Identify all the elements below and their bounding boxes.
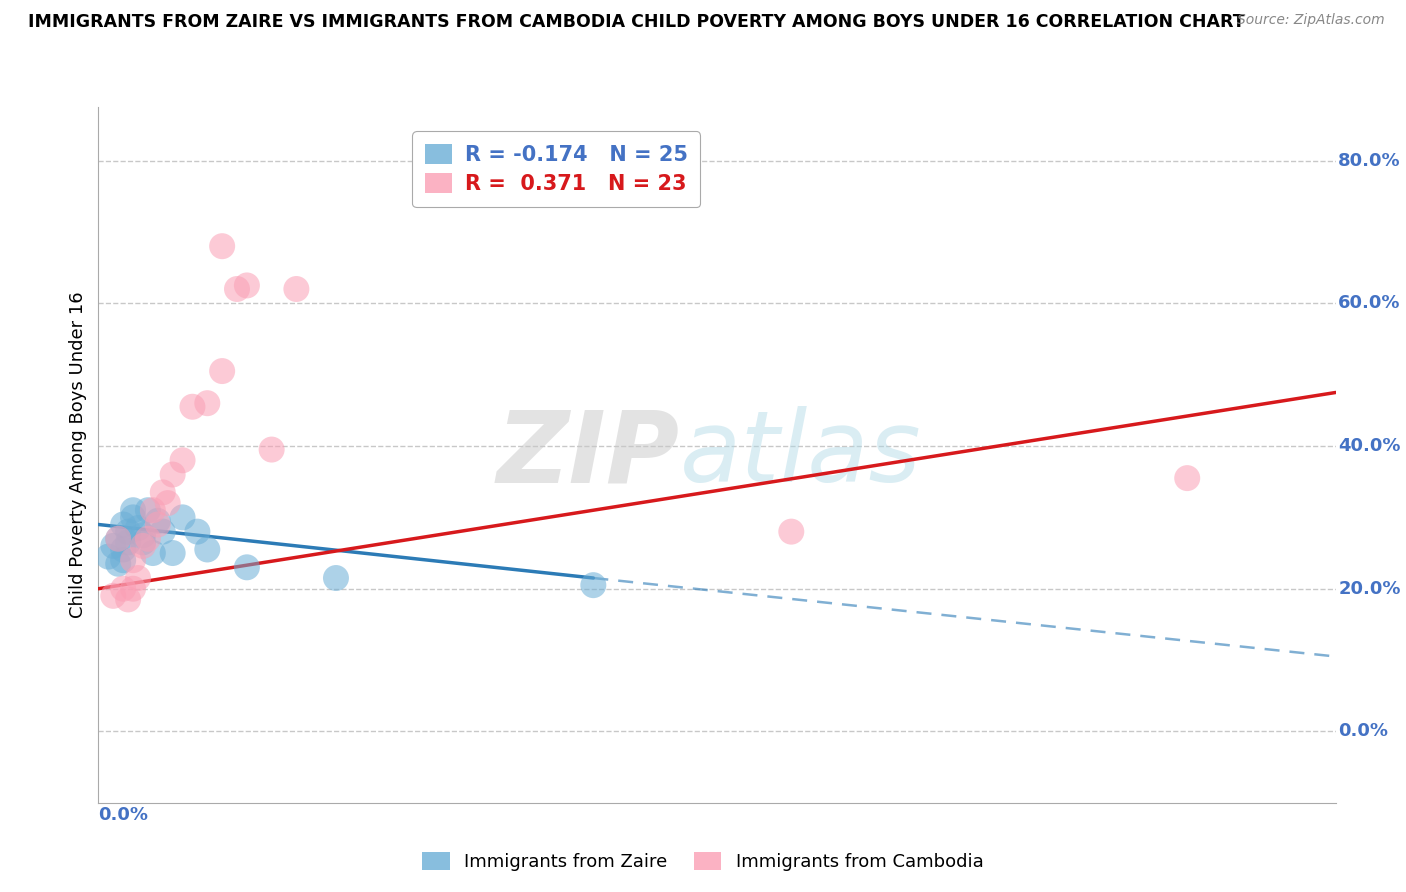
Point bbox=[112, 542, 135, 557]
Point bbox=[132, 528, 155, 542]
Point bbox=[582, 578, 605, 592]
Text: 0.0%: 0.0% bbox=[1339, 723, 1388, 740]
Text: IMMIGRANTS FROM ZAIRE VS IMMIGRANTS FROM CAMBODIA CHILD POVERTY AMONG BOYS UNDER: IMMIGRANTS FROM ZAIRE VS IMMIGRANTS FROM… bbox=[28, 13, 1244, 31]
Y-axis label: Child Poverty Among Boys Under 16: Child Poverty Among Boys Under 16 bbox=[69, 292, 87, 618]
Point bbox=[132, 539, 155, 553]
Point bbox=[211, 239, 233, 253]
Point bbox=[117, 524, 139, 539]
Point bbox=[325, 571, 347, 585]
Point bbox=[1175, 471, 1198, 485]
Point bbox=[142, 546, 165, 560]
Text: 60.0%: 60.0% bbox=[1339, 294, 1400, 312]
Point bbox=[122, 553, 145, 567]
Point bbox=[195, 396, 218, 410]
Point bbox=[181, 400, 204, 414]
Point bbox=[112, 582, 135, 596]
Point bbox=[127, 571, 149, 585]
Text: 0.0%: 0.0% bbox=[98, 806, 149, 824]
Point bbox=[146, 514, 169, 528]
Point bbox=[112, 517, 135, 532]
Point bbox=[236, 278, 259, 293]
Point bbox=[186, 524, 208, 539]
Point bbox=[112, 553, 135, 567]
Point bbox=[107, 532, 129, 546]
Point bbox=[122, 503, 145, 517]
Point bbox=[136, 503, 159, 517]
Point bbox=[172, 453, 194, 467]
Text: 80.0%: 80.0% bbox=[1339, 152, 1400, 169]
Point bbox=[122, 582, 145, 596]
Legend: R = -0.174   N = 25, R =  0.371   N = 23: R = -0.174 N = 25, R = 0.371 N = 23 bbox=[412, 131, 700, 207]
Point bbox=[162, 546, 184, 560]
Point bbox=[195, 542, 218, 557]
Point bbox=[117, 535, 139, 549]
Text: Source: ZipAtlas.com: Source: ZipAtlas.com bbox=[1237, 13, 1385, 28]
Point bbox=[172, 510, 194, 524]
Point bbox=[211, 364, 233, 378]
Point bbox=[260, 442, 283, 457]
Point bbox=[117, 592, 139, 607]
Legend: Immigrants from Zaire, Immigrants from Cambodia: Immigrants from Zaire, Immigrants from C… bbox=[415, 846, 991, 879]
Text: ZIP: ZIP bbox=[496, 407, 681, 503]
Point bbox=[146, 517, 169, 532]
Point bbox=[152, 524, 174, 539]
Point bbox=[236, 560, 259, 574]
Point bbox=[132, 535, 155, 549]
Point bbox=[136, 532, 159, 546]
Point bbox=[285, 282, 308, 296]
Point bbox=[152, 485, 174, 500]
Point bbox=[162, 467, 184, 482]
Point bbox=[127, 521, 149, 535]
Point bbox=[156, 496, 179, 510]
Text: 40.0%: 40.0% bbox=[1339, 437, 1400, 455]
Point bbox=[103, 539, 125, 553]
Point bbox=[107, 532, 129, 546]
Point bbox=[780, 524, 803, 539]
Point bbox=[142, 503, 165, 517]
Point bbox=[226, 282, 249, 296]
Point bbox=[107, 557, 129, 571]
Point bbox=[122, 510, 145, 524]
Text: 20.0%: 20.0% bbox=[1339, 580, 1400, 598]
Point bbox=[103, 589, 125, 603]
Point bbox=[97, 549, 120, 564]
Text: atlas: atlas bbox=[681, 407, 921, 503]
